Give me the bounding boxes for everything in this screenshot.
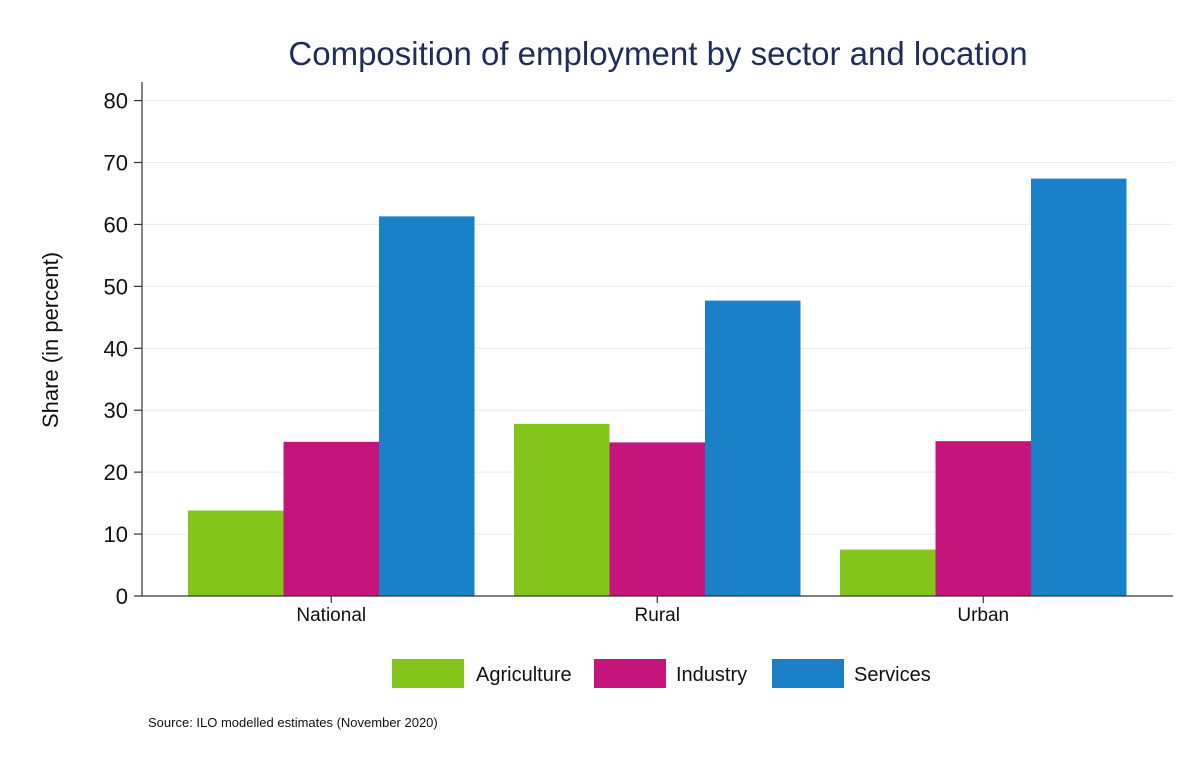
y-tick-label: 50 [104, 274, 128, 299]
legend: Agriculture Industry Services [392, 659, 931, 688]
axes: 0 10 20 30 40 50 60 70 80 National Rural Urban [104, 82, 1173, 626]
legend-swatch-services [772, 659, 844, 688]
y-tick-label: 10 [104, 522, 128, 547]
x-tick-label: Urban [957, 605, 1009, 626]
bar-industry-national [283, 441, 379, 596]
y-tick-label: 20 [104, 460, 128, 485]
x-tick-label: National [296, 605, 366, 626]
y-tick-label: 70 [104, 151, 128, 176]
bar-services-urban [1031, 178, 1127, 596]
bar-industry-urban [935, 441, 1031, 596]
bar-services-national [379, 216, 475, 597]
bar-agriculture-urban [840, 549, 936, 596]
bar-industry-rural [609, 442, 705, 596]
source-note: Source: ILO modelled estimates (November… [148, 715, 438, 730]
legend-label-agriculture: Agriculture [476, 664, 572, 686]
legend-label-services: Services [854, 664, 931, 686]
bar-agriculture-rural [514, 423, 610, 596]
y-tick-label: 40 [104, 336, 128, 361]
y-tick-label: 0 [116, 584, 128, 609]
y-tick-label: 80 [104, 89, 128, 114]
y-tick-label: 30 [104, 398, 128, 423]
y-axis-title: Share (in percent) [38, 252, 63, 428]
chart-title: Composition of employment by sector and … [288, 35, 1027, 72]
bar-services-rural [705, 300, 801, 596]
legend-swatch-agriculture [392, 659, 464, 688]
x-tick-label: Rural [635, 605, 680, 626]
bar-agriculture-national [188, 510, 284, 596]
legend-swatch-industry [594, 659, 666, 688]
y-tick-label: 60 [104, 212, 128, 237]
legend-label-industry: Industry [676, 664, 747, 686]
bars [188, 178, 1127, 597]
